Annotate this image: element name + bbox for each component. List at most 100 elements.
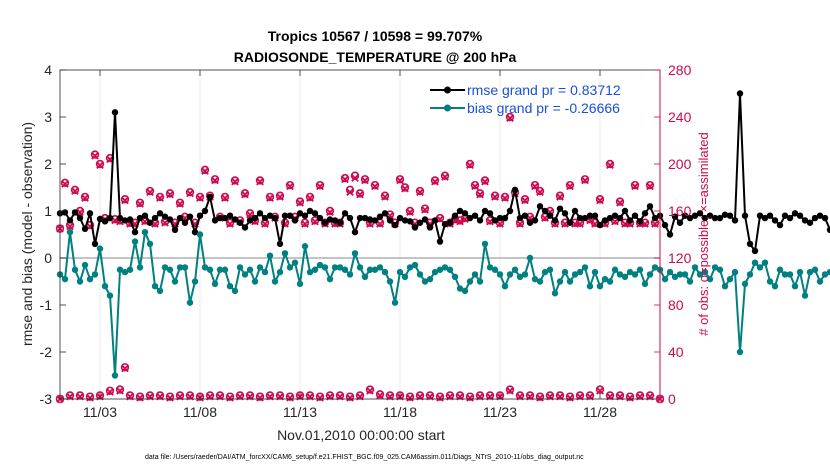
obs-assimilated-marker xyxy=(156,194,164,202)
rmse-point xyxy=(801,217,809,224)
obs-assimilated-marker xyxy=(341,175,349,184)
obs-possible-marker xyxy=(395,175,405,184)
rmse-point xyxy=(636,218,644,225)
bias-point xyxy=(506,271,514,278)
obs-possible-marker xyxy=(85,392,95,401)
obs-possible-marker xyxy=(535,392,545,401)
bias-point xyxy=(181,264,189,271)
obs-possible-marker xyxy=(195,192,205,202)
bias-point xyxy=(196,231,204,238)
rmse-point xyxy=(246,217,254,224)
rmse-point xyxy=(536,203,544,210)
bias-point xyxy=(296,280,304,288)
rmse-point xyxy=(306,207,314,215)
bias-point xyxy=(766,278,774,285)
y-tick-label: 3 xyxy=(44,109,52,125)
rmse-point xyxy=(606,214,614,222)
obs-possible-marker xyxy=(405,392,415,401)
bias-point xyxy=(311,266,319,273)
bias-point xyxy=(316,261,324,269)
rmse-point xyxy=(646,203,654,210)
bias-point xyxy=(471,271,479,278)
rmse-point xyxy=(571,207,579,215)
obs-possible-marker xyxy=(595,195,605,204)
rmse-point xyxy=(61,209,69,216)
rmse-point xyxy=(501,214,509,222)
obs-possible-marker xyxy=(530,180,540,190)
rmse-point xyxy=(781,212,789,219)
bias-point xyxy=(821,271,829,278)
obs-possible-marker xyxy=(500,192,510,202)
rmse-point xyxy=(151,214,159,222)
rmse-point xyxy=(826,226,830,233)
rmse-point xyxy=(221,214,229,222)
obs-assimilated-marker xyxy=(226,220,234,228)
bias-point xyxy=(436,266,444,273)
bias-point xyxy=(611,266,619,273)
bias-point xyxy=(156,287,164,295)
rmse-point xyxy=(521,212,529,219)
obs-assimilated-marker xyxy=(286,393,294,402)
rmse-point xyxy=(286,212,294,219)
obs-possible-marker xyxy=(165,189,175,198)
obs-assimilated-marker xyxy=(406,208,414,217)
obs-possible-marker xyxy=(365,385,375,394)
obs-assimilated-marker xyxy=(221,194,229,202)
bias-point xyxy=(571,271,579,278)
rmse-point xyxy=(691,212,699,219)
rmse-point xyxy=(581,214,589,222)
bias-point xyxy=(206,266,214,273)
obs-possible-marker xyxy=(305,192,315,202)
bias-point xyxy=(331,264,339,271)
obs-assimilated-marker xyxy=(326,208,334,217)
bias-point xyxy=(731,268,739,276)
obs-assimilated-marker xyxy=(566,393,574,402)
x-axis-ticks: 11/03 11/08 11/13 11/18 11/23 11/28 xyxy=(83,70,617,420)
obs-assimilated-marker xyxy=(471,182,479,191)
bias-point xyxy=(746,271,754,278)
bias-point xyxy=(111,372,119,379)
rmse-point xyxy=(181,219,189,226)
obs-possible-marker xyxy=(380,191,390,200)
rmse-point xyxy=(436,238,444,245)
y2-tick-label: 280 xyxy=(668,62,692,78)
bias-point xyxy=(96,245,104,252)
rmse-point xyxy=(546,212,554,219)
bias-point xyxy=(756,264,764,271)
obs-possible-marker xyxy=(430,176,440,185)
obs-assimilated-marker xyxy=(176,200,184,208)
obs-possible-marker xyxy=(505,385,515,394)
obs-assimilated-marker xyxy=(416,188,424,197)
rmse-point xyxy=(441,220,449,228)
bias-point xyxy=(336,264,344,271)
obs-possible-marker xyxy=(225,218,235,227)
bias-point xyxy=(511,266,519,273)
bias-point xyxy=(121,268,129,276)
obs-possible-marker xyxy=(70,185,80,195)
obs-assimilated-marker xyxy=(521,196,529,205)
obs-possible-marker xyxy=(220,192,230,202)
obs-assimilated-marker xyxy=(506,386,514,395)
bias-point xyxy=(701,268,709,276)
bias-point xyxy=(461,287,469,295)
bias-point xyxy=(561,268,569,276)
y2-tick-label: 200 xyxy=(668,156,692,172)
bias-point xyxy=(236,264,244,271)
obs-assimilated-marker xyxy=(256,393,264,402)
rmse-point xyxy=(81,225,89,233)
obs-possible-marker xyxy=(470,180,480,190)
rmse-point xyxy=(511,186,519,194)
obs-assimilated-marker xyxy=(261,220,269,228)
legend-rmse-label: rmse grand pr = 0.83712 xyxy=(467,82,621,98)
left-axis-ticks: -3 -2 -1 0 1 2 3 4 xyxy=(40,62,66,407)
bias-point xyxy=(826,268,830,276)
bias-point xyxy=(651,264,659,271)
rmse-point xyxy=(596,221,604,229)
obs-assimilated-marker xyxy=(506,114,514,123)
rmse-point xyxy=(331,217,339,224)
bias-point xyxy=(276,268,284,276)
bias-point xyxy=(86,275,94,283)
rmse-point xyxy=(361,214,369,222)
rmse-point xyxy=(711,214,719,222)
obs-possible-marker xyxy=(120,363,130,372)
